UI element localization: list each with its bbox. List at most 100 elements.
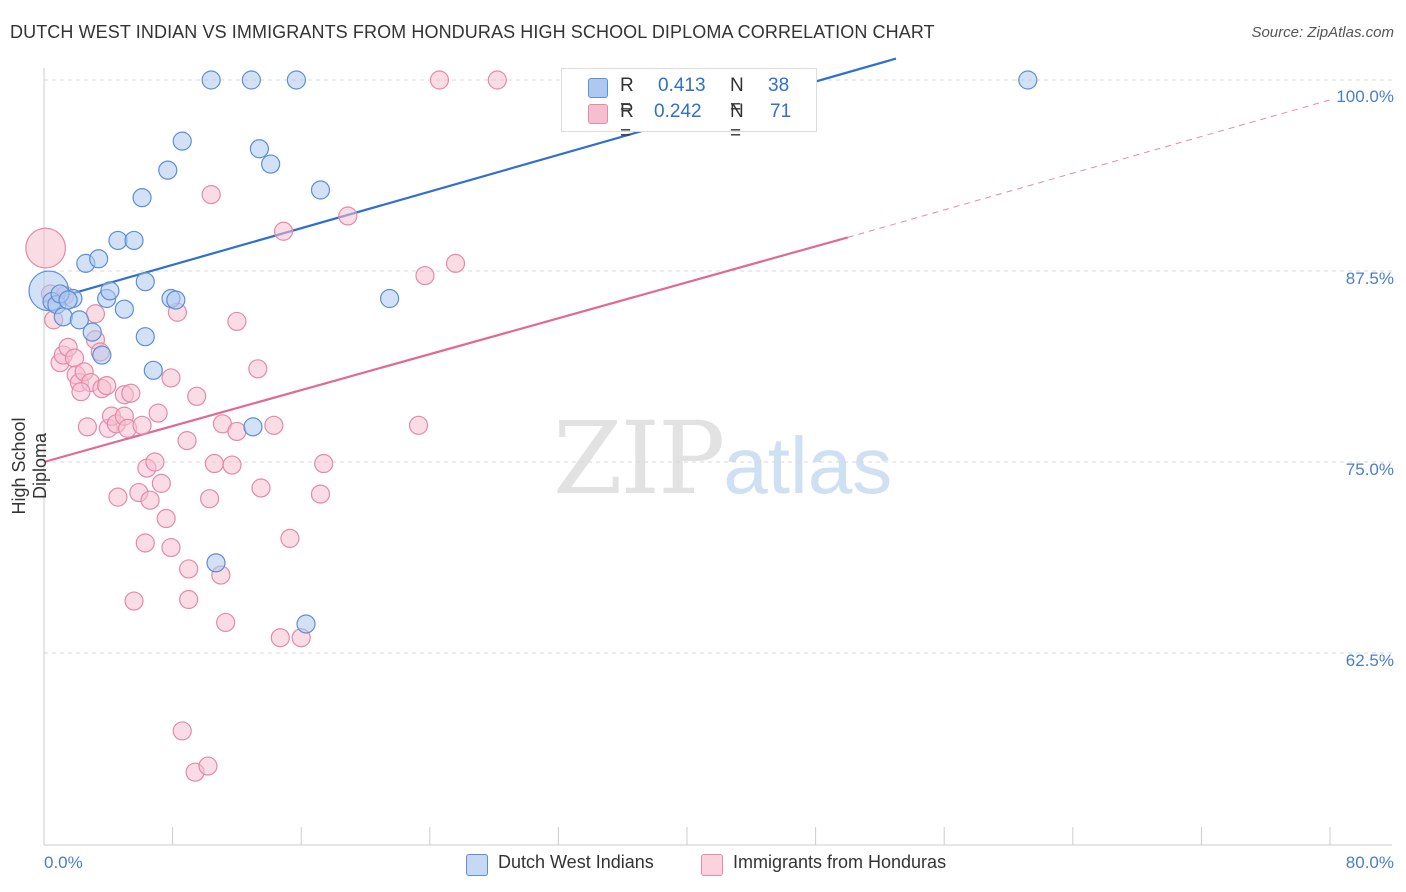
watermark-zip: ZIP xyxy=(553,400,725,517)
point-honduras xyxy=(429,70,450,90)
point-dutch xyxy=(108,230,128,251)
point-honduras xyxy=(314,453,334,474)
point-dutch xyxy=(166,290,186,310)
legend-n-value: 38 xyxy=(768,75,790,96)
point-honduras xyxy=(251,478,271,498)
point-honduras xyxy=(201,185,221,205)
point-honduras xyxy=(179,559,199,579)
point-dutch xyxy=(132,188,152,208)
point-honduras xyxy=(445,253,466,273)
point-honduras xyxy=(25,227,67,269)
point-honduras xyxy=(135,533,155,553)
point-honduras xyxy=(148,403,168,423)
point-honduras xyxy=(408,415,429,435)
legend-r-value: 0.242 xyxy=(654,101,702,122)
point-honduras xyxy=(227,421,247,442)
point-honduras xyxy=(108,487,128,507)
point-honduras xyxy=(156,508,176,529)
point-dutch xyxy=(135,327,155,347)
point-dutch xyxy=(124,230,144,251)
stats-legend: R = 0.413 N = 38 R = 0.242 N = 71 xyxy=(561,68,817,144)
legend-r-label: R = xyxy=(620,75,634,118)
y-tick-label: 75.0% xyxy=(1345,460,1394,479)
x-tick-label-max: 80.0% xyxy=(1345,853,1394,872)
point-honduras xyxy=(280,528,300,549)
point-honduras xyxy=(151,473,171,493)
point-honduras xyxy=(310,484,331,504)
legend-n-value: 71 xyxy=(770,101,792,122)
watermark-atlas: atlas xyxy=(723,421,893,510)
y-axis-label: High School Diploma xyxy=(9,417,50,515)
point-dutch xyxy=(58,290,78,310)
series-dutch-west-indians-points xyxy=(28,70,1038,634)
trend-extension-honduras xyxy=(847,99,1331,238)
point-honduras xyxy=(85,304,106,324)
point-dutch xyxy=(206,553,226,573)
point-dutch xyxy=(100,281,120,301)
x-tick-label-min: 0.0% xyxy=(44,853,83,872)
point-honduras xyxy=(204,453,224,474)
point-dutch xyxy=(158,160,178,180)
point-honduras xyxy=(264,415,284,435)
point-honduras xyxy=(273,221,294,241)
point-honduras xyxy=(198,756,218,776)
point-honduras xyxy=(161,537,181,558)
point-honduras xyxy=(199,489,220,509)
point-honduras xyxy=(71,382,91,402)
point-honduras xyxy=(222,455,242,475)
bottom-legend-dutch: Dutch West Indians xyxy=(498,852,654,872)
point-dutch xyxy=(243,417,263,437)
point-honduras xyxy=(415,265,435,286)
y-tick-label: 87.5% xyxy=(1345,269,1394,288)
point-honduras xyxy=(177,431,197,451)
point-honduras xyxy=(145,452,165,472)
point-dutch xyxy=(82,322,102,342)
point-honduras xyxy=(132,415,152,435)
legend-n-label: N = xyxy=(730,75,744,118)
point-honduras xyxy=(227,311,247,332)
point-honduras xyxy=(270,628,290,648)
point-dutch xyxy=(143,360,163,380)
point-dutch xyxy=(310,180,331,200)
point-dutch xyxy=(249,139,270,159)
point-dutch xyxy=(69,310,89,330)
point-honduras xyxy=(338,206,358,226)
y-tick-label: 62.5% xyxy=(1345,651,1394,670)
legend-swatch-blue xyxy=(588,78,608,98)
point-honduras xyxy=(161,368,181,388)
point-honduras xyxy=(248,359,268,379)
point-honduras xyxy=(179,589,199,610)
point-dutch xyxy=(92,345,112,365)
legend-r-value: 0.413 xyxy=(658,75,706,96)
point-dutch xyxy=(172,131,192,151)
point-dutch xyxy=(241,70,261,90)
trend-line-honduras xyxy=(43,236,849,464)
legend-n-label: N = xyxy=(730,101,744,144)
point-dutch xyxy=(114,299,134,319)
point-honduras xyxy=(187,386,207,406)
point-dutch xyxy=(89,249,109,269)
bottom-legend-swatch-blue xyxy=(466,854,488,876)
source-label: Source: ZipAtlas.com xyxy=(1251,24,1394,41)
chart-title: DUTCH WEST INDIAN VS IMMIGRANTS FROM HON… xyxy=(10,22,935,42)
point-dutch xyxy=(261,154,281,174)
legend-swatch-pink xyxy=(588,104,608,124)
point-honduras xyxy=(216,612,236,633)
legend-r-label: R = xyxy=(620,101,634,144)
point-honduras xyxy=(140,490,160,510)
point-dutch xyxy=(1018,70,1038,90)
bottom-legend-honduras: Immigrants from Honduras xyxy=(733,852,947,872)
point-honduras xyxy=(97,376,117,396)
watermark: ZIPatlas xyxy=(553,400,892,517)
point-honduras xyxy=(121,383,141,403)
point-dutch xyxy=(135,272,155,292)
point-honduras xyxy=(124,591,144,611)
point-dutch xyxy=(286,70,306,90)
y-tick-label: 100.0% xyxy=(1336,87,1394,106)
gridlines xyxy=(44,79,1392,654)
point-honduras xyxy=(172,721,192,741)
point-dutch xyxy=(380,288,400,309)
point-dutch xyxy=(53,307,73,327)
point-honduras xyxy=(77,417,98,437)
point-dutch xyxy=(201,70,221,90)
